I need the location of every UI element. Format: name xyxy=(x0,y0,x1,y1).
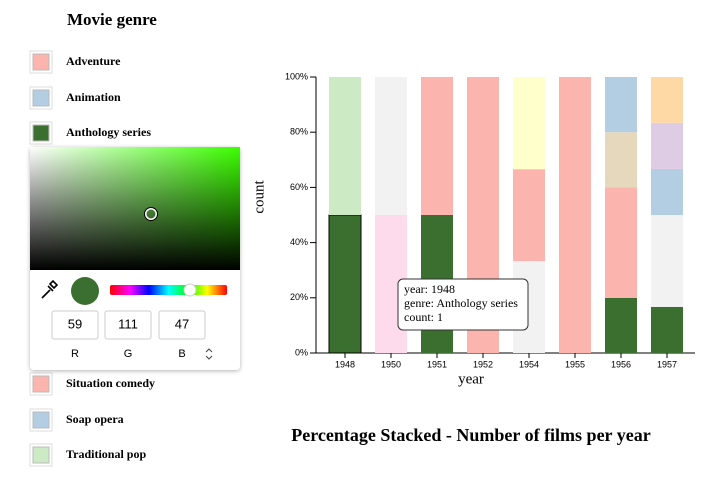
bar-segment[interactable] xyxy=(651,306,683,353)
channel-label: G xyxy=(124,348,133,360)
bar-segment[interactable] xyxy=(375,77,407,215)
x-tick-label: 1956 xyxy=(611,359,631,369)
bar-segment[interactable] xyxy=(421,77,453,215)
bar-segment[interactable] xyxy=(328,214,362,354)
y-tick-label: 20% xyxy=(290,292,308,302)
bar-segment[interactable] xyxy=(651,122,683,169)
legend-label: Traditional pop xyxy=(66,447,146,461)
saturation-handle[interactable] xyxy=(144,207,158,221)
legend-swatch[interactable] xyxy=(32,124,50,142)
legend-swatch[interactable] xyxy=(32,411,50,429)
x-tick-label: 1954 xyxy=(519,359,539,369)
bar-segment[interactable] xyxy=(605,297,637,353)
bar-segment[interactable] xyxy=(513,169,545,262)
legend-swatch[interactable] xyxy=(32,53,50,71)
legend-label: Animation xyxy=(66,90,121,104)
chart-title: Percentage Stacked - Number of films per… xyxy=(291,425,650,445)
x-tick-label: 1948 xyxy=(335,359,355,369)
legend-swatch[interactable] xyxy=(32,89,50,107)
legend-label: Adventure xyxy=(66,54,121,68)
bar-segment[interactable] xyxy=(329,77,361,215)
legend-label: Anthology series xyxy=(66,125,151,139)
tooltip-line: year: 1948 xyxy=(404,282,455,296)
channel-input[interactable] xyxy=(51,310,99,340)
legend-label: Situation comedy xyxy=(66,376,155,390)
tooltip-line: count: 1 xyxy=(404,310,443,324)
current-color xyxy=(71,277,99,305)
x-tick-label: 1951 xyxy=(427,359,447,369)
legend-swatch[interactable] xyxy=(32,375,50,393)
bar-segment[interactable] xyxy=(651,77,683,123)
bar-segment[interactable] xyxy=(651,168,683,215)
hue-handle[interactable] xyxy=(183,283,197,297)
mode-toggle[interactable] xyxy=(205,348,213,360)
hue-slider[interactable] xyxy=(110,285,227,295)
bar-segment[interactable] xyxy=(651,215,683,307)
bar-segment[interactable] xyxy=(513,77,545,170)
y-tick-label: 0% xyxy=(295,347,308,357)
channel-label: B xyxy=(178,348,185,360)
channel-label: R xyxy=(71,348,79,360)
bar-segment[interactable] xyxy=(605,187,637,298)
y-tick-label: 60% xyxy=(290,182,308,192)
channel-value: 47 xyxy=(175,316,189,331)
tooltip-box xyxy=(397,278,529,331)
y-tick-label: 40% xyxy=(290,237,308,247)
eyedropper-icon[interactable] xyxy=(41,279,59,299)
channel-input[interactable] xyxy=(104,310,152,340)
bar-segment[interactable] xyxy=(605,77,637,133)
channel-value: 59 xyxy=(68,316,82,331)
saturation-handle-ring xyxy=(144,207,158,221)
color-picker[interactable]: 59 R 111 G 47 B xyxy=(30,147,240,370)
x-tick-label: 1957 xyxy=(657,359,677,369)
y-axis-label: count xyxy=(251,180,267,214)
bar-segment[interactable] xyxy=(605,132,637,188)
legend: Adventure Animation Anthology series Situat… xyxy=(29,50,155,467)
saturation-black xyxy=(30,147,240,270)
legend-swatch[interactable] xyxy=(32,446,50,464)
x-axis-label: year xyxy=(458,371,484,387)
y-tick-label: 100% xyxy=(285,71,308,81)
tooltip-line: genre: Anthology series xyxy=(404,296,518,310)
y-tick-label: 80% xyxy=(290,127,308,137)
bar-segment[interactable] xyxy=(559,77,591,353)
x-tick-label: 1952 xyxy=(473,359,493,369)
channel-input[interactable] xyxy=(158,310,206,340)
channel-value: 111 xyxy=(118,316,138,331)
legend-label: Soap opera xyxy=(66,412,124,426)
x-tick-label: 1955 xyxy=(565,359,585,369)
x-tick-label: 1950 xyxy=(381,359,401,369)
legend-title: Movie genre xyxy=(67,10,157,29)
